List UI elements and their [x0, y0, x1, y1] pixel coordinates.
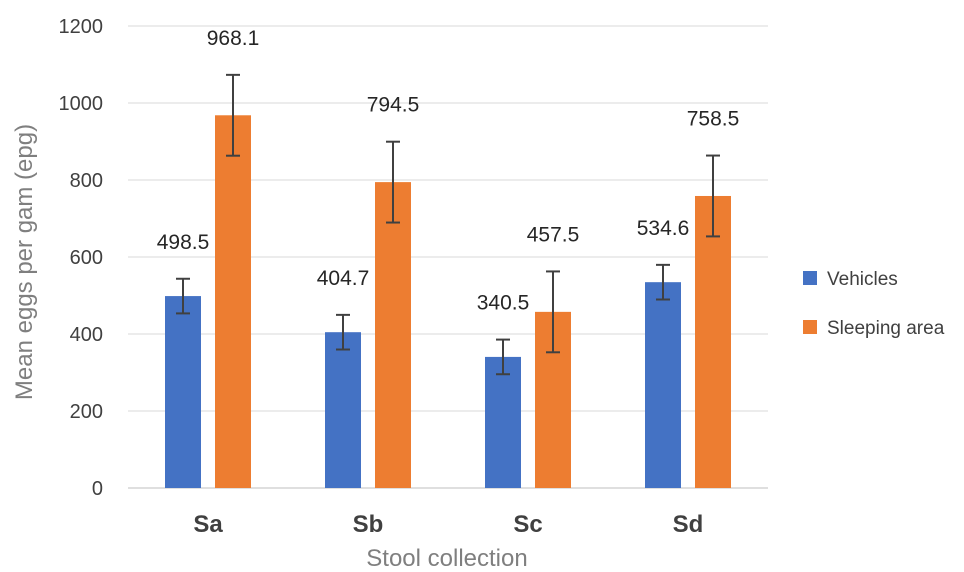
y-tick-label: 1000 [59, 93, 104, 115]
y-axis-title: Mean eggs per gam (epg) [11, 124, 38, 400]
y-tick-label: 400 [70, 324, 103, 346]
x-category-label: Sb [353, 511, 384, 538]
y-tick-label: 200 [70, 401, 103, 423]
y-tick-label: 1200 [59, 16, 104, 38]
data-label: 457.5 [527, 223, 580, 246]
data-label: 968.1 [207, 27, 260, 50]
y-tick-label: 0 [92, 478, 103, 500]
legend-label-sleeping-area: Sleeping area [827, 318, 945, 339]
data-label: 340.5 [477, 292, 530, 315]
legend-label-vehicles: Vehicles [827, 269, 898, 290]
error-bars [176, 73, 720, 376]
bar-vehicles [325, 332, 361, 488]
bar-sleeping-area [215, 115, 251, 489]
y-tick-label: 800 [70, 170, 103, 192]
bars [165, 115, 731, 489]
bar-sleeping-area [375, 182, 411, 488]
y-tick-label: 600 [70, 247, 103, 269]
x-category-label: Sa [193, 511, 223, 538]
data-label: 794.5 [367, 94, 420, 117]
bar-sleeping-area [695, 195, 731, 489]
x-category-label: Sd [673, 511, 704, 538]
bar-vehicles [645, 282, 681, 488]
legend-swatch-vehicles [803, 271, 817, 285]
legend-swatch-sleeping-area [803, 320, 817, 334]
data-label: 758.5 [687, 108, 740, 131]
bar-vehicles [165, 296, 201, 488]
x-axis-categories: Sa Sb Sc Sd [193, 511, 703, 538]
data-label: 534.6 [637, 217, 690, 240]
y-axis-ticks: 0 200 400 600 800 1000 1200 [59, 16, 104, 500]
legend: Vehicles Sleeping area [803, 269, 945, 339]
x-axis-title: Stool collection [366, 545, 527, 572]
data-label: 498.5 [157, 231, 210, 254]
data-label: 404.7 [317, 267, 370, 290]
bar-vehicles [485, 356, 521, 488]
x-category-label: Sc [513, 511, 542, 538]
data-labels: 498.5 968.1 404.7 794.5 340.5 457.5 534.6 758.5 [157, 27, 740, 315]
